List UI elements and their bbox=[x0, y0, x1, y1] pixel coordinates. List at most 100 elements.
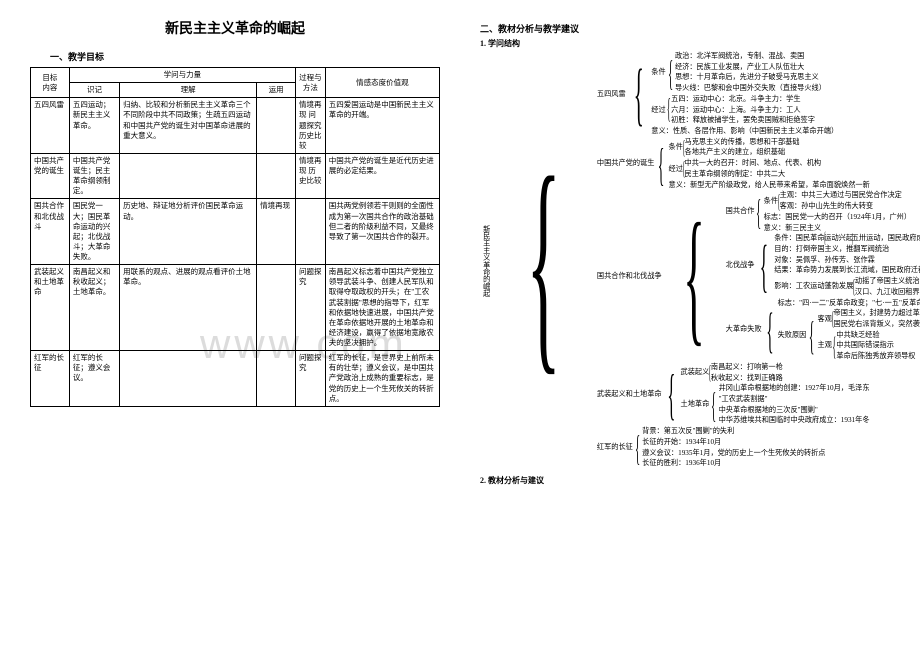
table-cell: 历史地、辩证地分析评价国民革命运动。 bbox=[120, 199, 257, 265]
tree-leaf: 汉口、九江收回租界，蒋介石越权 bbox=[853, 288, 920, 298]
tree-label: 失败原因 bbox=[776, 331, 809, 341]
table-row: 红军的长征红军的长征；遵义会议。问题探究红军的长征，是世界史上前所未有的壮举；遵… bbox=[31, 351, 440, 407]
table-row: 五四风雷五四运动；新民主主义革命。归纳、比较和分析新民主主义革命三个不同阶段中共… bbox=[31, 98, 440, 154]
tree-children: 背景：第五次反"围剿"的失利长征的开始：1934年10月遵义会议：1935年1月… bbox=[640, 427, 825, 469]
table-cell: 南昌起义标志着中国共产党独立领导武装斗争、创建人民军队和取得夺取政权的开头；在"… bbox=[325, 265, 439, 351]
tree-label: 五四风雷 bbox=[595, 90, 628, 100]
tree-leaf: 国民党右派背叛义，突然袭击革命 bbox=[832, 320, 920, 330]
brace-icon: { bbox=[831, 314, 834, 324]
brace-icon: { bbox=[667, 381, 675, 409]
tree-leaf: 标志："四·一二"反革命政变；"七·一五"反革命政变 bbox=[776, 299, 920, 309]
brace-icon: { bbox=[683, 239, 705, 314]
tree-leaf: 主观：中共三大通过与国民党合作决定 bbox=[778, 191, 902, 201]
brace-icon: { bbox=[635, 439, 640, 457]
tree-leaf: 背景：第五次反"围剿"的失利 bbox=[640, 427, 825, 437]
tree-children: 武装起义 { 南昌起义：打响第一枪秋收起义：找到正确路土地革命{井冈山革命根据地的创… bbox=[679, 363, 870, 426]
table-cell: 武装起义和土地革命 bbox=[31, 265, 70, 351]
tree-leaf: 六月：运动中心：上海。斗争主力：工人 bbox=[669, 106, 815, 116]
table-cell: 中国共产党诞生；民主革命纲领制定。 bbox=[69, 153, 119, 199]
tree-children: 南昌起义：打响第一枪秋收起义：找到正确路 bbox=[709, 363, 783, 383]
tree-label: 中国共产党的诞生 bbox=[595, 159, 657, 169]
brace-icon: { bbox=[756, 203, 761, 221]
table-cell: 五四爱国运动是中国新民主主义革命的开端。 bbox=[325, 98, 439, 154]
tree-node: 条件{主观：中共三大通过与国民党合作决定客观：孙中山先生的伟大转变 bbox=[762, 191, 911, 211]
th-content-lbl: 内容 bbox=[42, 83, 57, 92]
tree-leaf: 初胜：释放被捕学生，罢免卖国贼和拒绝签字 bbox=[669, 116, 815, 126]
tree-node: 中国共产党的诞生{条件{马克思主义的传播，思想和干部基础各地共产主义的建立，组织… bbox=[595, 138, 920, 191]
sub-2: 2. 教材分析与建议 bbox=[480, 475, 900, 486]
table-row: 武装起义和土地革命南昌起义和秋收起义；土地革命。用联系的观点、进展的观点看评价土… bbox=[31, 265, 440, 351]
tree-leaf: 对象：吴佩孚、孙传芳、张作霖 bbox=[772, 256, 920, 266]
th-process: 过程与方法 bbox=[296, 68, 326, 98]
tree-node: 经过{五四：运动中心：北京。斗争主力：学生六月：运动中心：上海。斗争主力：工人初… bbox=[649, 95, 838, 126]
th-understand: 理解 bbox=[120, 83, 257, 98]
section-1-head: 一、教学目标 bbox=[50, 50, 440, 63]
tree-node: 五四风雷{条件{政治：北洋军阀统治，专制、混战、卖国经济：民族工业发展，产业工人… bbox=[595, 52, 920, 137]
tree-children: 国共合作{条件{主观：中共三大通过与国民党合作决定客观：孙中山先生的伟大转变标志… bbox=[724, 191, 920, 362]
tree-node: 主观{中共缺乏经验中共国际错误指示革命后陈独秀放弃领导权 bbox=[816, 331, 920, 362]
tree-label: 国共合作 bbox=[724, 207, 757, 217]
th-memory: 识记 bbox=[69, 83, 119, 98]
table-cell: 国共两党例领若干则则的全面性成为第一次国共合作的政治基础 但二者的阶级利益不同，… bbox=[325, 199, 439, 265]
tree-leaf: 中华苏维埃共和国临时中央政府成立：1931年冬 bbox=[717, 416, 870, 426]
table-cell bbox=[120, 153, 257, 199]
table-cell: 五四运动；新民主主义革命。 bbox=[69, 98, 119, 154]
brace-icon: { bbox=[809, 326, 815, 346]
tree-leaf: 五四：运动中心：北京。斗争主力：学生 bbox=[669, 95, 815, 105]
tree-node: 影响：工农运动蓬勃发展{动摇了帝国主义统治中国的根基汉口、九江收回租界，蒋介石越… bbox=[772, 277, 920, 297]
tree-leaf: 动摇了帝国主义统治中国的根基 bbox=[853, 277, 920, 287]
tree-children: 井冈山革命根据地的创建：1927年10月，毛泽东"工农武装割据"中央革命根据地的… bbox=[717, 384, 870, 426]
tree-leaf: 结果：革命势力发展到长江流域，国民政府迁都武汉 bbox=[772, 266, 920, 276]
tree-children: 客观{帝国主义，封建势力超过革命力量国民党右派背叛义，突然袭击革命主观{中共缺乏… bbox=[816, 309, 920, 362]
table-cell: 五四风雷 bbox=[31, 98, 70, 154]
table-cell: 红军的长征 bbox=[31, 351, 70, 407]
table-cell bbox=[120, 351, 257, 407]
objectives-table: 目标 内容 学问与力量 过程与方法 情感态度价值观 识记 理解 运用 五四风雷五… bbox=[30, 67, 440, 407]
brace-icon: { bbox=[711, 396, 716, 414]
left-page: 新民主主义革命的崛起 一、教学目标 目标 内容 学问与力量 过程与方法 情感态度… bbox=[0, 0, 460, 651]
table-row: 国共合作和北伐战斗国民党一大；国民革命运动的兴起；北伐战斗；大革命失败。历史地、… bbox=[31, 199, 440, 265]
table-cell: 情境再现 bbox=[257, 199, 296, 265]
tree-label: 武装起义和土地革命 bbox=[595, 390, 664, 400]
tree-leaf: 马克思主义的传播，思想和干部基础 bbox=[683, 138, 800, 148]
table-cell: 问题探究 bbox=[296, 265, 326, 351]
brace-icon: { bbox=[658, 153, 665, 176]
tree-leaf: 意义：新三民主义 bbox=[762, 224, 911, 234]
tree-node: 武装起义和土地革命{武装起义{南昌起义：打响第一枪秋收起义：找到正确路土地革命{… bbox=[595, 363, 920, 426]
brace-icon: { bbox=[777, 197, 780, 207]
tree-leaf: 思想：十月革命后，先进分子破受马克思主义 bbox=[673, 73, 826, 83]
tree-leaf: 标志：国民党一大的召开（1924年1月，广州） bbox=[762, 213, 911, 223]
tree-leaf: 各地共产主义的建立，组织基础 bbox=[683, 148, 800, 158]
brace-icon: { bbox=[766, 318, 773, 343]
tree-leaf: 经济：民族工业发展，产业工人队伍壮大 bbox=[673, 63, 826, 73]
tree-children: 帝国主义，封建势力超过革命力量国民党右派背叛义，突然袭击革命 bbox=[832, 309, 920, 329]
tree-leaf: 长征的开始：1934年10月 bbox=[640, 438, 825, 448]
tree-leaf: 目的：打倒帝国主义，推翻军阀统治 bbox=[772, 245, 920, 255]
page-title: 新民主主义革命的崛起 bbox=[30, 18, 440, 38]
tree-leaf: 意义：新型无产阶级政党，给人民带来希望，革命面貌焕然一新 bbox=[667, 181, 870, 191]
table-cell: 归纳、比较和分析新民主主义革命三个不同阶段中共不同政策；生疏五四运动和中国共产党… bbox=[120, 98, 257, 154]
tree-label: 土地革命 bbox=[679, 400, 712, 410]
tree-children: 标志："四·一二"反革命政变；"七·一五"反革命政变失败原因{客观{帝国主义，封… bbox=[776, 299, 920, 362]
tree-leaf: 中共国际错误指示 bbox=[834, 341, 915, 351]
table-cell: 国民党一大；国民革命运动的兴起；北伐战斗；大革命失败。 bbox=[69, 199, 119, 265]
brace-icon: { bbox=[853, 282, 856, 292]
tree-leaf: 秋收起义：找到正确路 bbox=[709, 374, 783, 384]
th-knowledge: 学问与力量 bbox=[69, 68, 295, 83]
tree-label: 北伐战争 bbox=[724, 261, 757, 271]
tree-leaf: 井冈山革命根据地的创建：1927年10月，毛泽东 bbox=[717, 384, 870, 394]
th-apply: 运用 bbox=[257, 83, 296, 98]
tree-label: 影响：工农运动蓬勃发展 bbox=[772, 282, 855, 292]
tree-children: 条件：国民革命{运动兴起{五卅运动，国民政府成立，广东革命根据地统一目的：打倒帝… bbox=[772, 234, 920, 297]
tree-root-label: 新民主主义革命的崛起 bbox=[480, 223, 492, 299]
tree-leaf: 意义：性质、各层作用、影响（中国新民主主义革命开端） bbox=[649, 127, 838, 137]
th-content: 目标 内容 bbox=[31, 68, 70, 98]
tree-label: 大革命失败 bbox=[724, 325, 764, 335]
tree-label: 武装起义 bbox=[679, 368, 712, 378]
tree-node: 经过{中共一大的召开：时间、地点、代表、机构民主革命纲领的制定：中共二大 bbox=[667, 159, 870, 179]
tree-children: 政治：北洋军阀统治，专制、混战、卖国经济：民族工业发展，产业工人队伍壮大思想：十… bbox=[673, 52, 826, 94]
table-cell bbox=[257, 351, 296, 407]
tree-node: 国共合作和北伐战争{国共合作{条件{主观：中共三大通过与国民党合作决定客观：孙中… bbox=[595, 191, 920, 362]
tree-leaf: 中共一大的召开：时间、地点、代表、机构 bbox=[683, 159, 822, 169]
tree-node: 土地革命{井冈山革命根据地的创建：1927年10月，毛泽东"工农武装割据"中央革… bbox=[679, 384, 870, 426]
